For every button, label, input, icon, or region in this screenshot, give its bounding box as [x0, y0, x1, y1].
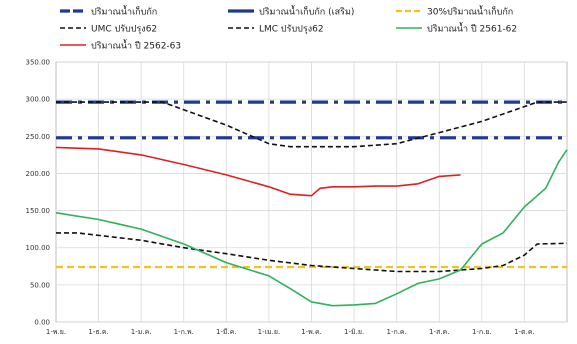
y-tick-label: 100.00: [26, 244, 51, 252]
legend-label: UMC ปรับปรุง62: [91, 25, 157, 35]
x-tick-label: 1-พ.ค.: [301, 328, 322, 336]
x-tick-label: 1-ธ.ค.: [88, 328, 108, 336]
legend-label: ปริมาณน้ำ ปี 2561-62: [427, 22, 517, 35]
x-tick-label: 1-เม.ย.: [258, 328, 281, 336]
y-tick-label: 300.00: [26, 96, 51, 104]
x-tick-label: 1-ส.ค.: [429, 328, 449, 336]
y-tick-label: 250.00: [26, 133, 51, 141]
legend-item-4: UMC ปรับปรุง62: [60, 25, 157, 35]
axes: 0.00 50.00 100.00 150.00 200.00 250.00 300.00 3…: [26, 59, 535, 337]
x-tick-label: 1-มี.ค.: [216, 328, 237, 336]
legend-label: 30%ปริมาณน้ำเก็บกัก: [427, 5, 513, 18]
legend-label: LMC ปรับปรุง62: [259, 25, 324, 35]
legend-item-2: ปริมาณน้ำเก็บกัก (เสริม): [228, 5, 354, 18]
x-tick-label: 1-ต.ค.: [514, 328, 535, 336]
legend: ปริมาณน้ำเก็บกัก ปริมาณน้ำเก็บกัก (เสริม)…: [60, 5, 517, 52]
x-tick-label: 1-พ.ย.: [46, 328, 66, 336]
series-line-5: [56, 232, 568, 273]
legend-label: ปริมาณน้ำ ปี 2562-63: [91, 39, 181, 52]
x-tick-label: 1-ก.ย.: [472, 328, 492, 336]
legend-item-6: ปริมาณน้ำ ปี 2561-62: [396, 22, 517, 35]
legend-item-3: 30%ปริมาณน้ำเก็บกัก: [396, 5, 513, 18]
x-tick-label: 1-ม.ค.: [131, 328, 152, 336]
legend-label: ปริมาณน้ำเก็บกัก (เสริม): [259, 5, 354, 18]
series-line-6: [55, 149, 568, 307]
legend-item-1: ปริมาณน้ำเก็บกัก: [60, 5, 157, 18]
y-tick-label: 200.00: [26, 170, 51, 178]
y-tick-label: 150.00: [26, 207, 51, 215]
legend-item-7: ปริมาณน้ำ ปี 2562-63: [60, 39, 181, 52]
y-tick-label: 0.00: [34, 319, 50, 327]
legend-label: ปริมาณน้ำเก็บกัก: [91, 5, 157, 18]
y-tick-label: 50.00: [30, 281, 50, 289]
series-line-7: [55, 146, 461, 197]
series-layer: [55, 100, 568, 307]
series-line-4: [56, 101, 567, 148]
x-tick-label: 1-ก.พ.: [174, 328, 194, 336]
legend-item-5: LMC ปรับปรุง62: [228, 25, 324, 35]
x-tick-label: 1-มิ.ย.: [344, 328, 364, 336]
x-tick-label: 1-ก.ค.: [386, 328, 406, 336]
y-tick-label: 350.00: [26, 59, 51, 67]
